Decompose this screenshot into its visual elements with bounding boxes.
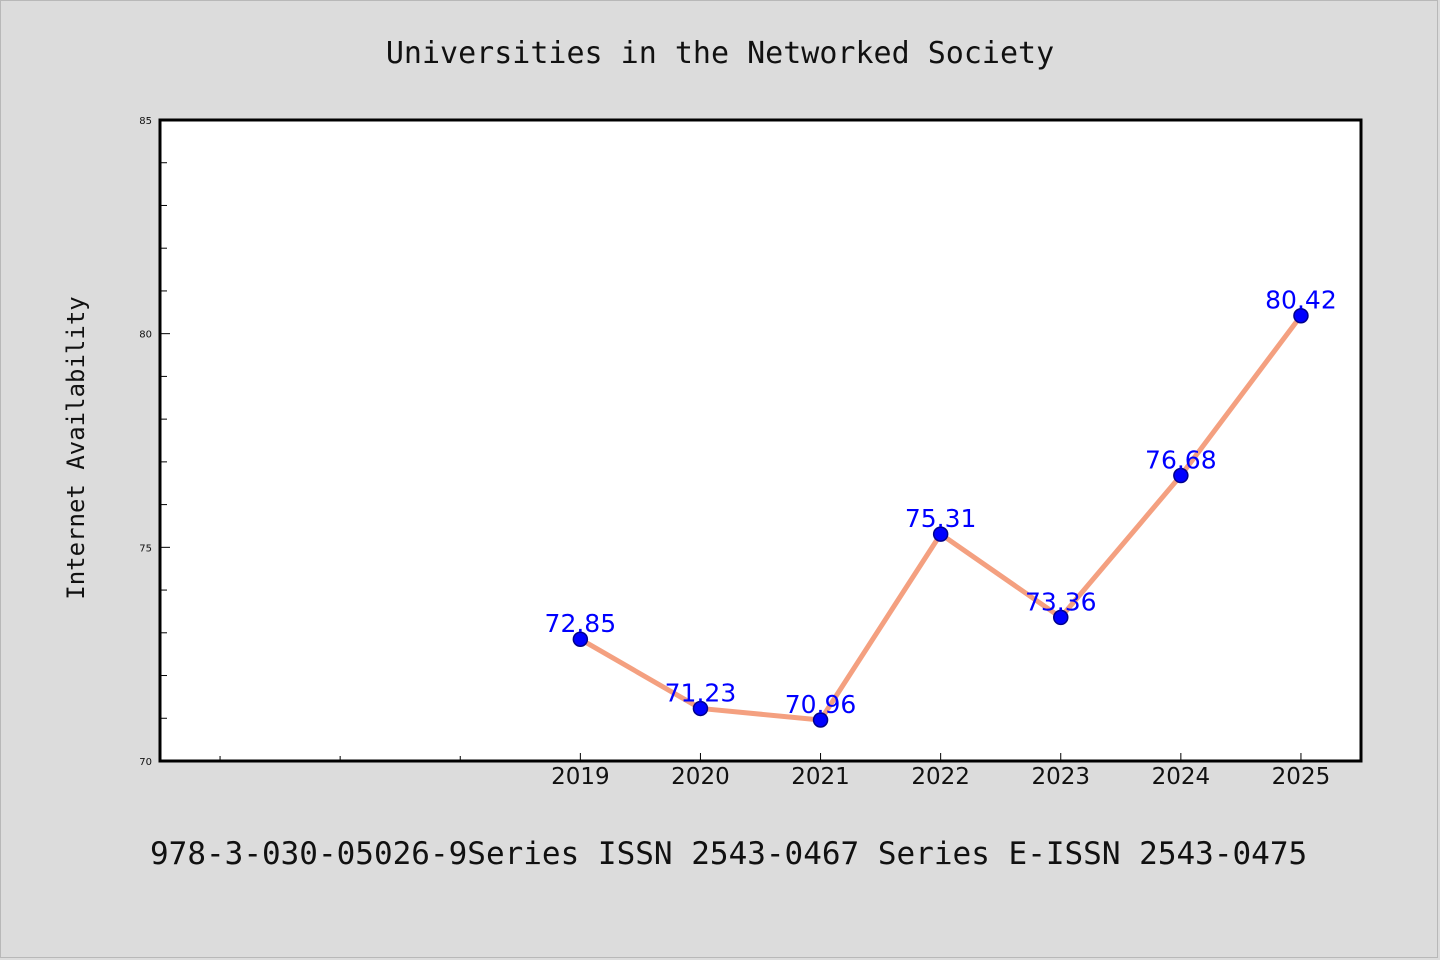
x-tick-label: 2025 [1272, 764, 1331, 790]
y-tick-label: 75 [139, 543, 152, 554]
data-point-marker [572, 631, 589, 647]
label-layer: 72.85 71.23 70.96 75.31 73.36 76.68 80.42 [545, 286, 1337, 719]
y-tick-label: 85 [139, 116, 152, 127]
data-point-marker [1053, 609, 1069, 626]
series-layer [572, 307, 1309, 728]
data-label: 80.42 [1265, 286, 1337, 315]
x-tick-label: 2019 [551, 764, 610, 790]
plot-border [158, 118, 1363, 763]
data-point-marker [812, 712, 829, 728]
data-label: 70.96 [785, 690, 857, 719]
data-label: 71.23 [665, 678, 737, 707]
x-tick-label: 2024 [1152, 764, 1211, 790]
x-tick-label: 2022 [911, 764, 970, 790]
data-point-marker [1293, 307, 1309, 324]
x-tick-label: 2021 [791, 764, 850, 790]
x-tick-label: 2023 [1031, 764, 1090, 790]
plot-area [160, 120, 1361, 761]
data-label: 75.31 [905, 504, 977, 533]
axis-ticks: 70 75 80 85 2019 2020 2021 2022 2023 2024 2025 [139, 116, 1330, 790]
data-label: 76.68 [1145, 446, 1217, 475]
data-point-marker [1173, 467, 1189, 484]
y-axis-label: Internet Availability [62, 296, 90, 599]
y-tick-label: 70 [139, 757, 152, 768]
x-tick-label: 2020 [671, 764, 730, 790]
data-point-marker [932, 526, 949, 542]
y-tick-label: 80 [139, 330, 152, 341]
chart-title: Universities in the Networked Society [386, 36, 1054, 71]
footer-isbn-text: 978-3-030-05026-9Series ISSN 2543-0467 S… [150, 836, 1307, 872]
data-label: 73.36 [1025, 587, 1097, 616]
data-label: 72.85 [545, 609, 617, 638]
data-point-marker [692, 700, 709, 717]
